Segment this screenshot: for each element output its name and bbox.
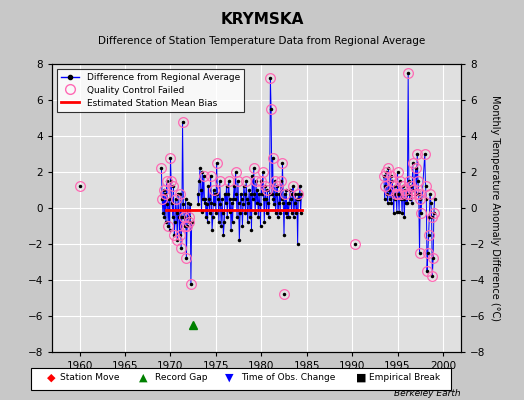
Text: ◆: ◆ (47, 373, 56, 383)
Text: Time of Obs. Change: Time of Obs. Change (241, 374, 335, 382)
Text: Difference of Station Temperature Data from Regional Average: Difference of Station Temperature Data f… (99, 36, 425, 46)
Text: ▲: ▲ (139, 373, 147, 383)
Text: Record Gap: Record Gap (155, 374, 207, 382)
Y-axis label: Monthly Temperature Anomaly Difference (°C): Monthly Temperature Anomaly Difference (… (490, 95, 500, 321)
Legend: Difference from Regional Average, Quality Control Failed, Estimated Station Mean: Difference from Regional Average, Qualit… (57, 68, 245, 112)
Text: ■: ■ (356, 373, 367, 383)
Text: KRYMSKA: KRYMSKA (220, 12, 304, 27)
Text: ▼: ▼ (225, 373, 234, 383)
Text: Empirical Break: Empirical Break (369, 374, 441, 382)
Text: Berkeley Earth: Berkeley Earth (395, 389, 461, 398)
Text: Station Move: Station Move (60, 374, 120, 382)
